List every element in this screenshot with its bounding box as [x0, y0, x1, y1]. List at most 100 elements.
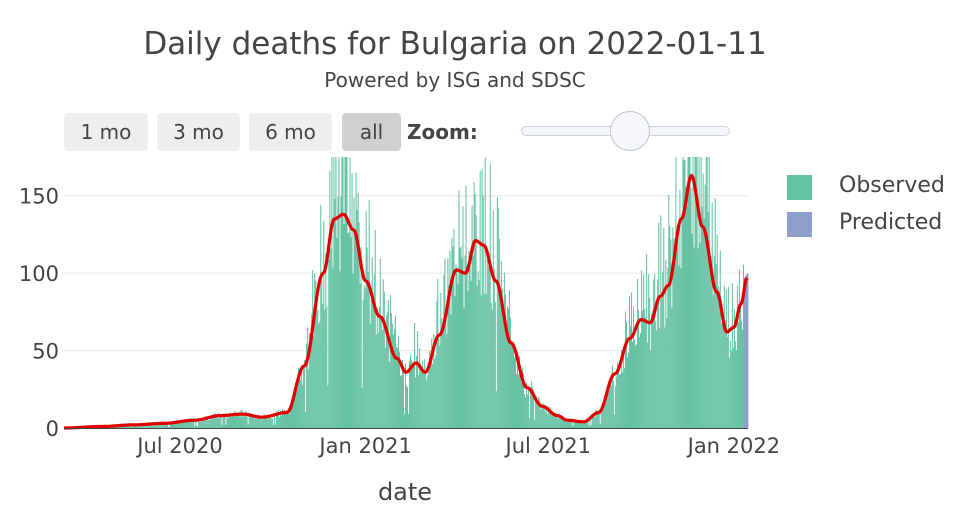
observed-bar — [673, 238, 675, 428]
observed-bar — [546, 406, 548, 428]
observed-bar — [595, 409, 597, 428]
observed-bar — [420, 369, 422, 428]
predicted-bar — [744, 276, 747, 428]
observed-bar — [704, 184, 706, 428]
observed-bar — [300, 379, 302, 428]
observed-bar — [691, 233, 693, 428]
observed-bar — [736, 285, 738, 428]
observed-bar — [619, 374, 621, 428]
observed-bar — [661, 298, 663, 428]
observed-bar — [330, 248, 332, 428]
legend-item-observed[interactable]: Observed — [787, 173, 957, 201]
observed-bar — [164, 422, 166, 428]
observed-bar — [427, 375, 429, 428]
observed-bar — [404, 363, 407, 428]
observed-bar — [473, 182, 475, 428]
observed-bar — [363, 285, 365, 428]
observed-bar — [298, 367, 300, 428]
observed-bar — [551, 414, 553, 428]
legend-item-predicted[interactable]: Predicted — [787, 210, 957, 238]
observed-bar — [188, 419, 190, 428]
observed-bar — [538, 396, 540, 428]
observed-bar — [227, 418, 229, 428]
observed-bar — [367, 272, 369, 428]
range-6mo-button[interactable]: 6 mo — [249, 113, 332, 151]
observed-bar — [274, 424, 276, 428]
observed-bar — [626, 357, 628, 428]
observed-bar — [171, 423, 173, 428]
observed-bar — [514, 352, 517, 428]
observed-bar — [485, 293, 487, 428]
observed-bar — [376, 308, 378, 428]
observed-bar — [284, 411, 286, 428]
observed-bar — [379, 259, 381, 428]
observed-bar — [221, 424, 223, 428]
observed-bar — [462, 206, 464, 428]
observed-bar — [722, 316, 724, 428]
observed-bar — [414, 323, 416, 428]
observed-bar — [730, 350, 732, 428]
observed-bar — [674, 252, 676, 428]
observed-bar — [457, 284, 459, 428]
observed-bar — [710, 263, 712, 428]
range-1mo-button[interactable]: 1 mo — [64, 113, 148, 151]
observed-bar — [686, 205, 688, 428]
range-3mo-button[interactable]: 3 mo — [157, 113, 240, 151]
observed-bar — [252, 415, 254, 428]
observed-bar — [310, 339, 312, 428]
observed-bar — [729, 340, 731, 428]
observed-bar — [561, 417, 563, 428]
observed-bar — [180, 420, 182, 428]
observed-bar — [454, 295, 456, 428]
observed-bar — [388, 361, 390, 428]
zoom-slider-handle[interactable] — [610, 111, 650, 151]
observed-bar — [533, 389, 535, 428]
observed-bar — [345, 157, 347, 428]
observed-bar — [608, 389, 610, 428]
observed-bar — [601, 407, 603, 428]
observed-bar — [286, 413, 289, 428]
zoom-label: Zoom: — [407, 120, 478, 144]
observed-bar — [317, 309, 319, 428]
observed-bar — [624, 311, 626, 428]
observed-bar — [566, 422, 568, 428]
observed-bar — [518, 356, 521, 428]
observed-bar — [460, 246, 462, 428]
observed-bar — [342, 157, 344, 428]
observed-bar — [562, 416, 564, 428]
observed-bar — [386, 312, 388, 428]
observed-bar — [225, 424, 227, 428]
observed-bar — [576, 420, 578, 428]
observed-bar — [635, 345, 637, 428]
trend-line-group — [63, 174, 749, 430]
range-all-button[interactable]: all — [342, 113, 401, 151]
observed-bar — [259, 418, 261, 428]
observed-bar — [543, 403, 545, 428]
observed-bar — [356, 210, 358, 428]
observed-bar — [685, 187, 687, 428]
observed-bar — [357, 192, 359, 428]
observed-bar — [564, 420, 566, 428]
observed-bar — [218, 418, 220, 428]
observed-bar — [540, 409, 542, 428]
observed-bar — [280, 415, 282, 428]
observed-bar — [413, 362, 415, 428]
observed-bar — [190, 418, 192, 428]
observed-bar — [574, 419, 576, 428]
observed-bar — [328, 259, 330, 428]
observed-bar — [189, 419, 191, 428]
observed-bar — [553, 415, 555, 428]
observed-bar — [628, 296, 631, 428]
observed-bar — [622, 353, 624, 428]
observed-bar — [155, 424, 157, 428]
observed-bar — [258, 418, 260, 428]
observed-bar — [195, 419, 197, 428]
observed-bar — [631, 341, 634, 428]
observed-bar — [415, 377, 417, 428]
observed-bar — [679, 189, 681, 428]
observed-bar — [602, 405, 604, 428]
observed-bar — [256, 416, 258, 428]
observed-bar — [365, 210, 367, 428]
observed-bar — [323, 220, 325, 428]
observed-bar — [535, 395, 537, 428]
